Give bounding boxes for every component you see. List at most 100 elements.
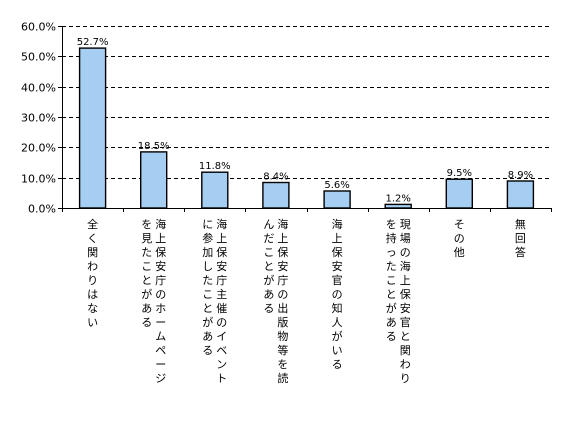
data-label: 8.9% — [508, 170, 533, 181]
category-label-char: ホ — [155, 302, 166, 315]
y-tick-label: 50.0% — [21, 51, 56, 64]
category-label-char: 他 — [454, 246, 465, 259]
category-label-char: 答 — [515, 245, 526, 259]
data-label: 11.8% — [199, 161, 231, 172]
category-label-char: た — [386, 260, 397, 273]
category-label-char: 読 — [277, 371, 288, 385]
category-label-char: の — [216, 316, 227, 329]
category-label-char: 安 — [332, 259, 343, 273]
category-label-char: 保 — [155, 245, 166, 259]
bar — [78, 47, 107, 209]
category-label-char: ん — [263, 218, 274, 231]
category-label-char: は — [87, 288, 98, 301]
category-label-char: あ — [141, 302, 152, 315]
grid-layer — [62, 26, 551, 179]
category-label-char: る — [332, 358, 343, 371]
y-tick-label: 40.0% — [21, 82, 56, 95]
category-label-char: 保 — [277, 245, 288, 259]
category-label-char: に — [202, 218, 213, 231]
category-label-char: く — [87, 232, 98, 245]
data-label: 18.5% — [138, 141, 170, 152]
category-label-char: の — [277, 288, 288, 301]
category-label-char: 物 — [277, 329, 288, 343]
category-label-char: 関 — [87, 246, 98, 259]
category-label-char: 官 — [332, 273, 343, 287]
category-label-char: あ — [386, 316, 397, 329]
axis-layer — [58, 26, 552, 212]
category-label-char: 安 — [400, 301, 411, 315]
category-label-char: を — [141, 218, 152, 231]
category-label-char: が — [141, 287, 152, 301]
category-label-char: ト — [216, 372, 227, 385]
category-label-char: ベ — [216, 344, 227, 357]
category-label-char: 上 — [155, 232, 166, 245]
category-label-char: を — [386, 218, 397, 231]
category-label-char: の — [332, 288, 343, 301]
category-label-char: 催 — [216, 301, 227, 315]
category-label-char: た — [141, 246, 152, 259]
category-label-char: ペ — [155, 344, 166, 357]
category-label-char: 見 — [141, 232, 152, 245]
category-label-char: わ — [400, 358, 411, 371]
category-label-char: 場 — [400, 232, 411, 245]
category-label-char: 海 — [216, 217, 227, 231]
category-label-char: そ — [454, 218, 465, 231]
category-label-char: 無 — [515, 217, 526, 231]
bar-layer — [78, 47, 535, 209]
y-tick-label: 0.0% — [28, 203, 56, 216]
category-label-char: ン — [216, 358, 227, 371]
category-label-char: ジ — [155, 372, 166, 385]
category-label-char: 庁 — [277, 273, 288, 287]
category-label-char: が — [332, 329, 343, 343]
category-label-char: 出 — [277, 301, 288, 315]
category-label-char: い — [87, 316, 98, 329]
category-label-char: 知 — [332, 301, 343, 315]
category-label-char: た — [202, 274, 213, 287]
category-label-char: と — [400, 330, 411, 343]
category-label-char: が — [263, 273, 274, 287]
category-label-char: 庁 — [216, 273, 227, 287]
category-label-char: 保 — [216, 245, 227, 259]
y-tick-label: 10.0% — [21, 173, 56, 186]
y-tick-label: 30.0% — [21, 112, 56, 125]
category-label-char: だ — [263, 232, 274, 245]
label-layer: 0.0% 10.0% 20.0% 30.0% 40.0% 50.0% 60.0% 52.7% 全… — [21, 21, 533, 386]
category-label-char: が — [386, 301, 397, 315]
category-label-char: し — [202, 260, 213, 273]
category-label-char: 海 — [155, 217, 166, 231]
category-label-char: る — [386, 330, 397, 343]
category-label-char: 上 — [216, 232, 227, 245]
bar — [139, 151, 168, 209]
category-label-char: 持 — [386, 231, 397, 245]
category-label-char: り — [87, 274, 98, 287]
category-label-char: 上 — [332, 232, 343, 245]
category-label-char: る — [141, 316, 152, 329]
category-label-char: る — [263, 302, 274, 315]
category-label-char: こ — [263, 246, 274, 259]
category-label-char: 関 — [400, 344, 411, 357]
bar — [262, 181, 290, 209]
category-label-char: い — [332, 344, 343, 357]
category-label-char: 安 — [216, 259, 227, 273]
category-label-char: あ — [263, 288, 274, 301]
category-label-char: こ — [141, 260, 152, 273]
category-label-char: 海 — [332, 217, 343, 231]
category-label-char: わ — [87, 260, 98, 273]
bar — [506, 180, 535, 209]
data-label: 8.4% — [263, 172, 288, 183]
bar — [384, 203, 412, 209]
category-label-char: ー — [155, 316, 166, 329]
category-label-char: ー — [155, 358, 166, 371]
category-label-char: っ — [386, 246, 397, 259]
bar — [445, 178, 473, 209]
category-label-char: が — [202, 315, 213, 329]
category-label-char: こ — [202, 288, 213, 301]
y-tick-label: 20.0% — [21, 142, 56, 155]
category-label-char: 庁 — [155, 273, 166, 287]
category-label-char: 上 — [277, 232, 288, 245]
bar — [201, 171, 229, 209]
category-label-char: 上 — [400, 274, 411, 287]
category-label-char: イ — [216, 330, 227, 343]
